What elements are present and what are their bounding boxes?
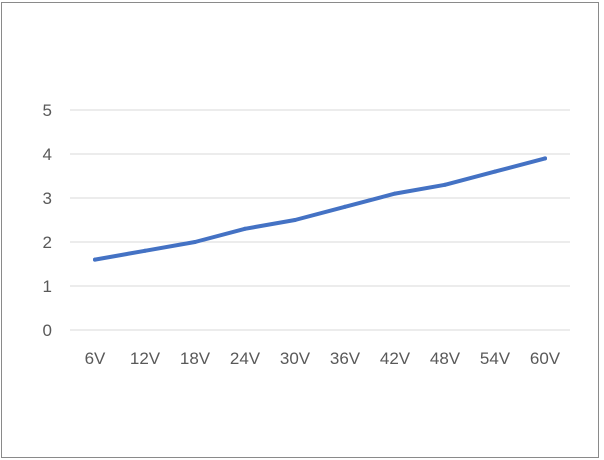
x-tick-label: 42V [380,349,411,368]
data-point [443,182,447,187]
data-point [543,156,547,161]
x-tick-label: 30V [280,349,311,368]
gridlines [70,109,570,331]
data-point [143,248,147,253]
data-point [343,204,347,209]
series-layer [93,156,547,262]
y-tick-label: 2 [43,233,52,252]
x-axis-ticks: 6V 12V 18V 24V 30V 36V 42V 48V 54V 60V [85,349,561,368]
data-point [193,240,197,244]
data-point [243,226,247,231]
x-tick-label: 6V [85,349,106,368]
series-line [93,156,547,262]
y-tick-label: 3 [43,189,52,208]
x-tick-label: 54V [480,349,511,368]
y-tick-label: 4 [43,145,52,164]
x-tick-label: 60V [530,349,561,368]
y-axis-ticks: 0 1 2 3 4 5 [43,101,52,340]
x-tick-label: 18V [180,349,211,368]
y-tick-label: 0 [43,321,52,340]
x-tick-label: 12V [130,349,161,368]
data-point [93,257,97,262]
y-tick-label: 5 [43,101,52,120]
data-point [293,218,297,222]
y-tick-label: 1 [43,277,52,296]
data-point [493,169,497,174]
x-tick-label: 24V [230,349,261,368]
data-point [393,191,397,196]
x-tick-label: 48V [430,349,461,368]
x-tick-label: 36V [330,349,361,368]
